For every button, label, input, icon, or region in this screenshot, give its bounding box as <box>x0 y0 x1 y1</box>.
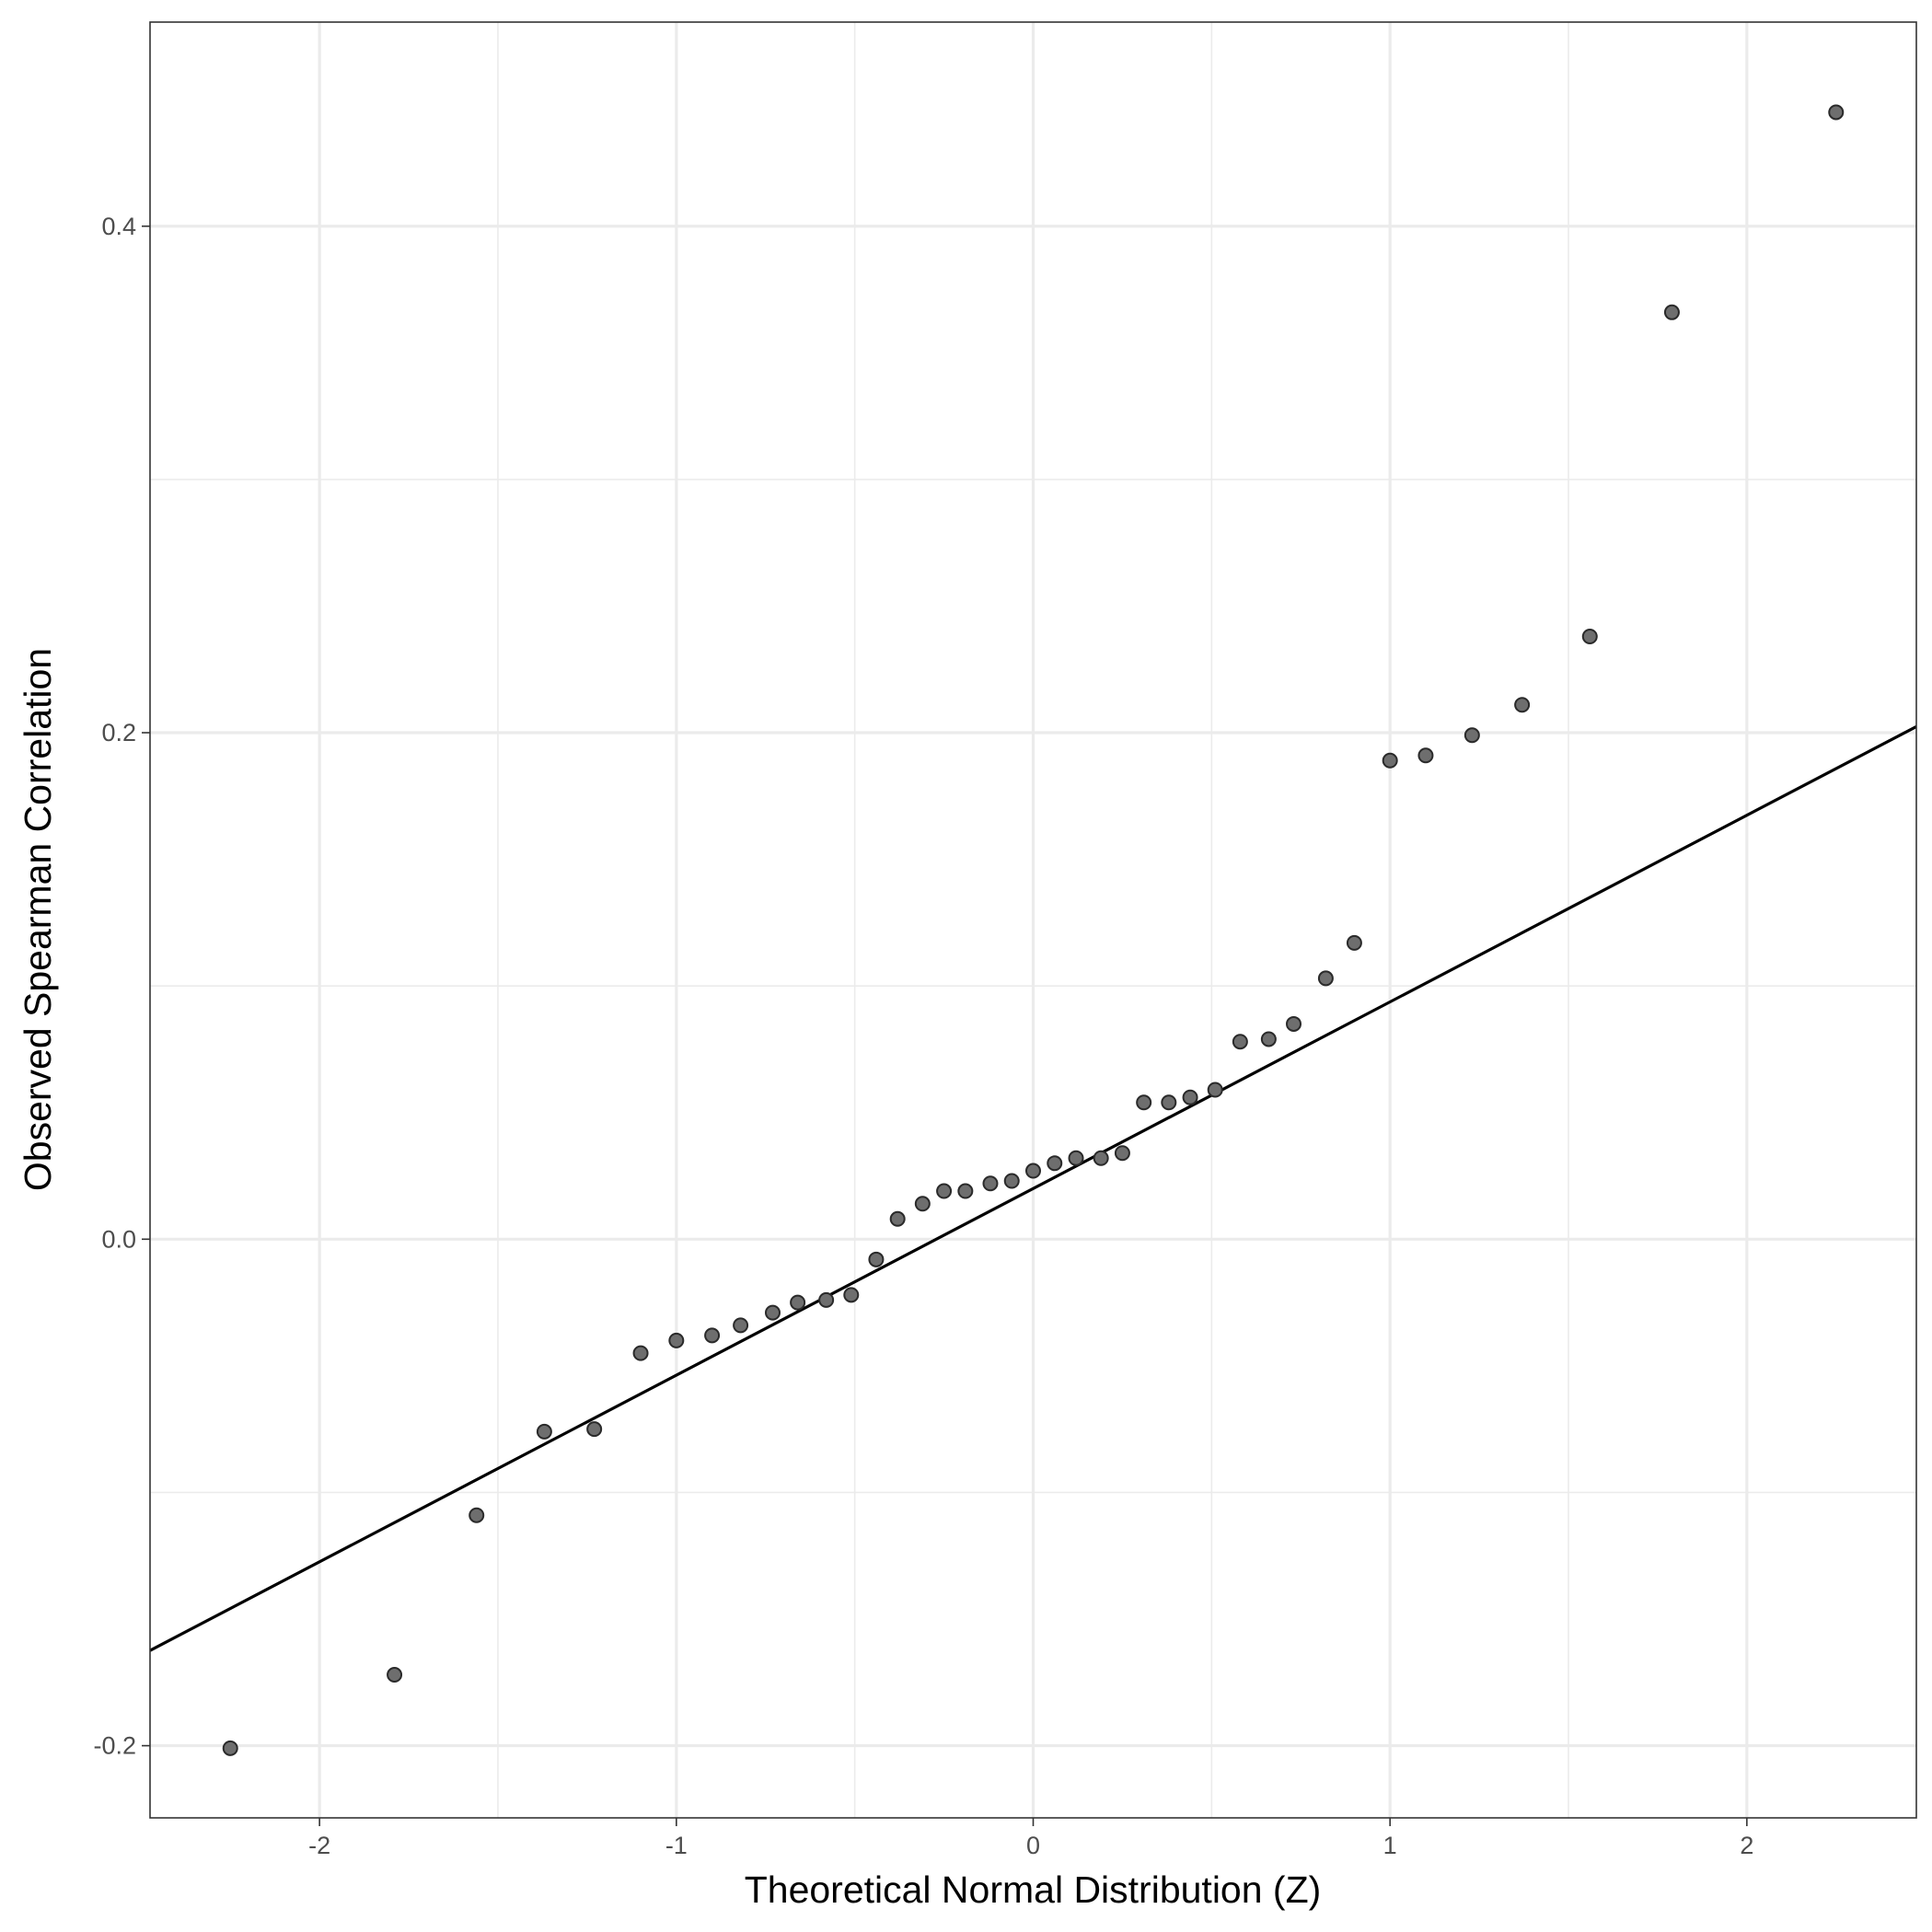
y-tick-label: 0.2 <box>101 719 136 746</box>
data-point <box>1047 1155 1063 1172</box>
y-axis: -0.2 0.0 0.2 0.4 <box>93 213 150 1760</box>
data-point <box>1182 1089 1198 1105</box>
major-gridlines <box>150 22 1916 1818</box>
data-point <box>1232 1034 1248 1050</box>
data-point <box>1114 1145 1130 1162</box>
data-point <box>222 1740 238 1756</box>
data-point <box>1317 970 1334 987</box>
reference-line-group <box>149 724 1917 1652</box>
y-tick-label: 0.4 <box>101 213 136 240</box>
x-tick-label: -2 <box>308 1832 330 1859</box>
data-point <box>914 1196 931 1212</box>
x-axis-title: Theoretical Normal Distribution (Z) <box>745 1868 1322 1911</box>
x-tick-label: 2 <box>1740 1832 1753 1859</box>
data-point <box>1093 1150 1109 1166</box>
y-tick-label: 0.0 <box>101 1225 136 1253</box>
data-point <box>1207 1082 1223 1098</box>
data-point <box>764 1304 781 1321</box>
data-point <box>586 1421 603 1438</box>
data-point <box>1382 752 1398 769</box>
data-point <box>1346 934 1362 951</box>
data-point <box>1161 1094 1177 1111</box>
data-point <box>1417 747 1434 764</box>
data-point <box>469 1507 485 1523</box>
data-point <box>982 1175 999 1192</box>
x-tick-label: 1 <box>1383 1832 1397 1859</box>
data-point <box>1828 104 1845 121</box>
data-point <box>1463 727 1480 744</box>
qq-reference-line <box>149 724 1917 1652</box>
data-point <box>1514 697 1531 713</box>
data-point <box>1286 1015 1302 1032</box>
data-point <box>704 1327 721 1344</box>
x-axis: -2 -1 0 1 2 <box>308 1818 1753 1859</box>
data-point <box>1663 304 1680 320</box>
x-tick-label: -1 <box>665 1832 688 1859</box>
y-axis-title: Observed Spearman Correlation <box>17 648 59 1191</box>
data-point <box>818 1291 835 1308</box>
data-point <box>1260 1031 1277 1047</box>
data-point <box>936 1183 953 1199</box>
data-point <box>1003 1173 1020 1189</box>
data-points <box>222 104 1845 1756</box>
data-point <box>957 1183 974 1199</box>
data-point <box>1581 628 1598 644</box>
data-point <box>1068 1150 1084 1166</box>
data-point <box>733 1317 749 1334</box>
data-point <box>790 1294 806 1311</box>
data-point <box>1025 1163 1041 1179</box>
data-point <box>868 1251 885 1267</box>
y-tick-label: -0.2 <box>93 1732 136 1760</box>
data-point <box>889 1210 906 1227</box>
data-point <box>843 1287 860 1303</box>
data-point <box>536 1423 552 1440</box>
data-point <box>1136 1094 1152 1111</box>
x-tick-label: 0 <box>1026 1832 1040 1859</box>
data-point <box>632 1345 649 1361</box>
data-point <box>668 1332 685 1348</box>
data-point <box>387 1667 403 1683</box>
